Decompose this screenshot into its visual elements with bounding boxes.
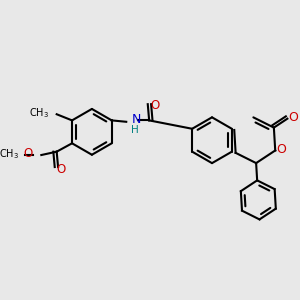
Text: N: N (131, 113, 141, 126)
Text: O: O (288, 111, 298, 124)
Text: O: O (276, 142, 286, 156)
Text: CH$_3$: CH$_3$ (0, 147, 19, 160)
Text: O: O (57, 163, 66, 176)
Text: O: O (150, 99, 159, 112)
Text: O: O (24, 147, 33, 160)
Text: CH$_3$: CH$_3$ (29, 106, 49, 120)
Text: H: H (131, 124, 139, 135)
